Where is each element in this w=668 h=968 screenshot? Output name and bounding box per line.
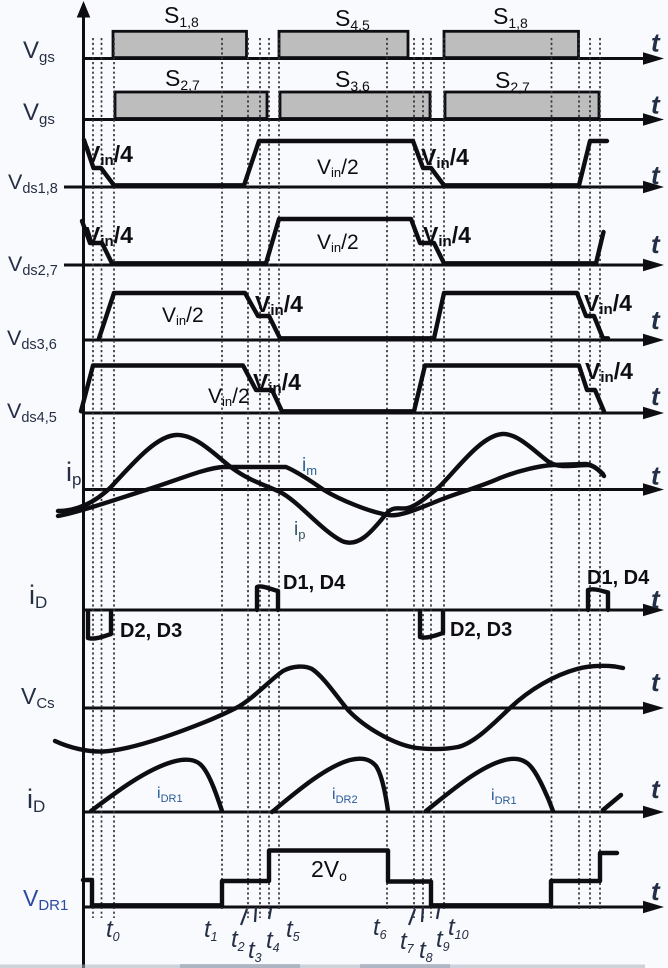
svg-text:t: t (651, 305, 661, 335)
svg-text:t: t (651, 876, 661, 906)
svg-text:D2, D3: D2, D3 (120, 620, 182, 642)
svg-text:Vin/4: Vin/4 (253, 369, 301, 397)
svg-text:t: t (651, 28, 661, 58)
svg-text:t: t (651, 90, 661, 120)
svg-text:2Vo: 2Vo (311, 856, 347, 884)
svg-text:t: t (651, 229, 661, 259)
svg-text:D1, D4: D1, D4 (283, 572, 346, 594)
svg-text:ip: ip (294, 519, 305, 542)
svg-text:t: t (651, 584, 661, 614)
svg-text:t: t (651, 667, 661, 697)
svg-text:Vin/4: Vin/4 (85, 222, 133, 250)
svg-text:D2, D3: D2, D3 (450, 619, 512, 641)
svg-text:t: t (651, 461, 661, 491)
svg-text:D1, D4: D1, D4 (587, 567, 650, 589)
svg-text:t: t (651, 160, 661, 190)
svg-text:t: t (651, 381, 661, 411)
svg-text:t: t (651, 774, 661, 804)
